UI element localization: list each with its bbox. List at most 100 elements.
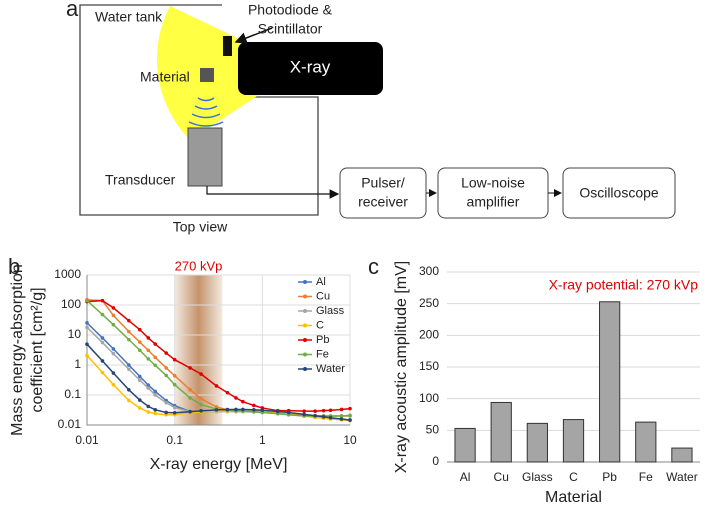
y-tick-label: 0.1 bbox=[64, 387, 81, 401]
point bbox=[164, 373, 168, 378]
x-tick-label: 0.01 bbox=[75, 433, 99, 447]
box-label: Oscilloscope bbox=[579, 185, 659, 201]
point bbox=[127, 388, 131, 392]
bar bbox=[454, 427, 476, 463]
point bbox=[302, 412, 306, 417]
point bbox=[199, 396, 203, 401]
legend-label: Glass bbox=[316, 305, 345, 317]
y-tick-label: 200 bbox=[419, 328, 439, 342]
box bbox=[562, 167, 676, 219]
panel-label: c bbox=[368, 254, 379, 279]
point bbox=[172, 373, 177, 378]
y-axis-label: coefficient [cm²/g] bbox=[29, 287, 46, 412]
point bbox=[321, 414, 326, 419]
point bbox=[339, 407, 344, 412]
point bbox=[164, 410, 168, 415]
legend-label: Pb bbox=[316, 334, 329, 346]
legend-marker bbox=[303, 338, 307, 342]
box-label: receiver bbox=[358, 194, 408, 210]
point bbox=[146, 348, 151, 353]
point bbox=[164, 400, 168, 405]
point bbox=[111, 322, 116, 327]
point bbox=[127, 398, 131, 403]
tank-label: Water tank bbox=[95, 9, 163, 25]
point bbox=[260, 408, 265, 413]
point bbox=[100, 298, 105, 303]
point bbox=[137, 398, 142, 402]
panel-label: a bbox=[66, 0, 79, 21]
y-tick-label: 50 bbox=[426, 423, 440, 437]
point bbox=[111, 382, 116, 387]
panel-label: b bbox=[8, 254, 20, 279]
point bbox=[199, 372, 203, 376]
legend-marker bbox=[303, 294, 307, 299]
point bbox=[199, 409, 203, 413]
point bbox=[241, 407, 245, 412]
x-tick-label: C bbox=[569, 470, 578, 484]
point bbox=[127, 337, 131, 342]
point bbox=[127, 363, 131, 367]
bar bbox=[599, 301, 621, 463]
point bbox=[275, 409, 280, 414]
point bbox=[339, 417, 344, 421]
point bbox=[241, 399, 245, 404]
point bbox=[153, 355, 158, 360]
transducer bbox=[187, 127, 223, 187]
point bbox=[137, 340, 142, 344]
x-tick-label: Al bbox=[460, 470, 471, 484]
x-tick-label: Fe bbox=[639, 470, 653, 484]
connector bbox=[206, 186, 340, 199]
point bbox=[137, 406, 142, 410]
point bbox=[153, 342, 158, 346]
point bbox=[85, 325, 89, 330]
photodiode-label: Scintillator bbox=[258, 21, 323, 37]
bar bbox=[635, 421, 657, 463]
point bbox=[111, 347, 116, 351]
point bbox=[225, 407, 230, 412]
point bbox=[137, 374, 142, 379]
legend-label: Cu bbox=[316, 290, 330, 302]
bar bbox=[490, 401, 512, 463]
legend-marker bbox=[303, 323, 307, 328]
x-tick-label: Cu bbox=[494, 470, 509, 484]
point bbox=[188, 366, 192, 370]
point bbox=[111, 371, 116, 375]
point bbox=[100, 312, 105, 317]
x-tick-label: Water bbox=[666, 470, 698, 484]
point bbox=[137, 378, 142, 383]
xray-label: X-ray bbox=[290, 57, 331, 76]
point bbox=[328, 408, 333, 413]
y-axis-label: Mass energy-absorption bbox=[9, 264, 26, 436]
point bbox=[214, 384, 219, 388]
legend-label: Fe bbox=[316, 348, 329, 360]
transducer-label: Transducer bbox=[105, 172, 176, 188]
point bbox=[348, 406, 352, 411]
point bbox=[127, 318, 131, 323]
point bbox=[153, 363, 158, 368]
y-tick-label: 0 bbox=[432, 454, 439, 468]
x-axis-label: Material bbox=[545, 489, 602, 505]
highlight-band bbox=[174, 275, 223, 425]
point bbox=[172, 405, 177, 410]
annotation: X-ray potential: 270 kVp bbox=[549, 277, 699, 293]
point bbox=[328, 415, 333, 420]
point bbox=[146, 404, 151, 409]
waves bbox=[188, 97, 224, 127]
point bbox=[225, 390, 230, 395]
y-tick-label: 250 bbox=[419, 296, 439, 310]
point bbox=[234, 407, 238, 412]
point bbox=[85, 353, 89, 358]
y-tick-label: 0.01 bbox=[58, 417, 82, 431]
xray-source bbox=[238, 42, 383, 95]
y-tick-label: 10 bbox=[68, 327, 82, 341]
point bbox=[199, 402, 203, 407]
point bbox=[100, 336, 105, 340]
bar bbox=[671, 447, 693, 463]
point bbox=[100, 340, 105, 345]
point bbox=[302, 409, 306, 413]
x-axis-label: X-ray energy [MeV] bbox=[150, 456, 288, 473]
legend-marker bbox=[303, 309, 307, 313]
diagram: a X-ray Photodiode & Scintillator Water … bbox=[66, 0, 676, 235]
x-tick-label: 10 bbox=[343, 433, 357, 447]
